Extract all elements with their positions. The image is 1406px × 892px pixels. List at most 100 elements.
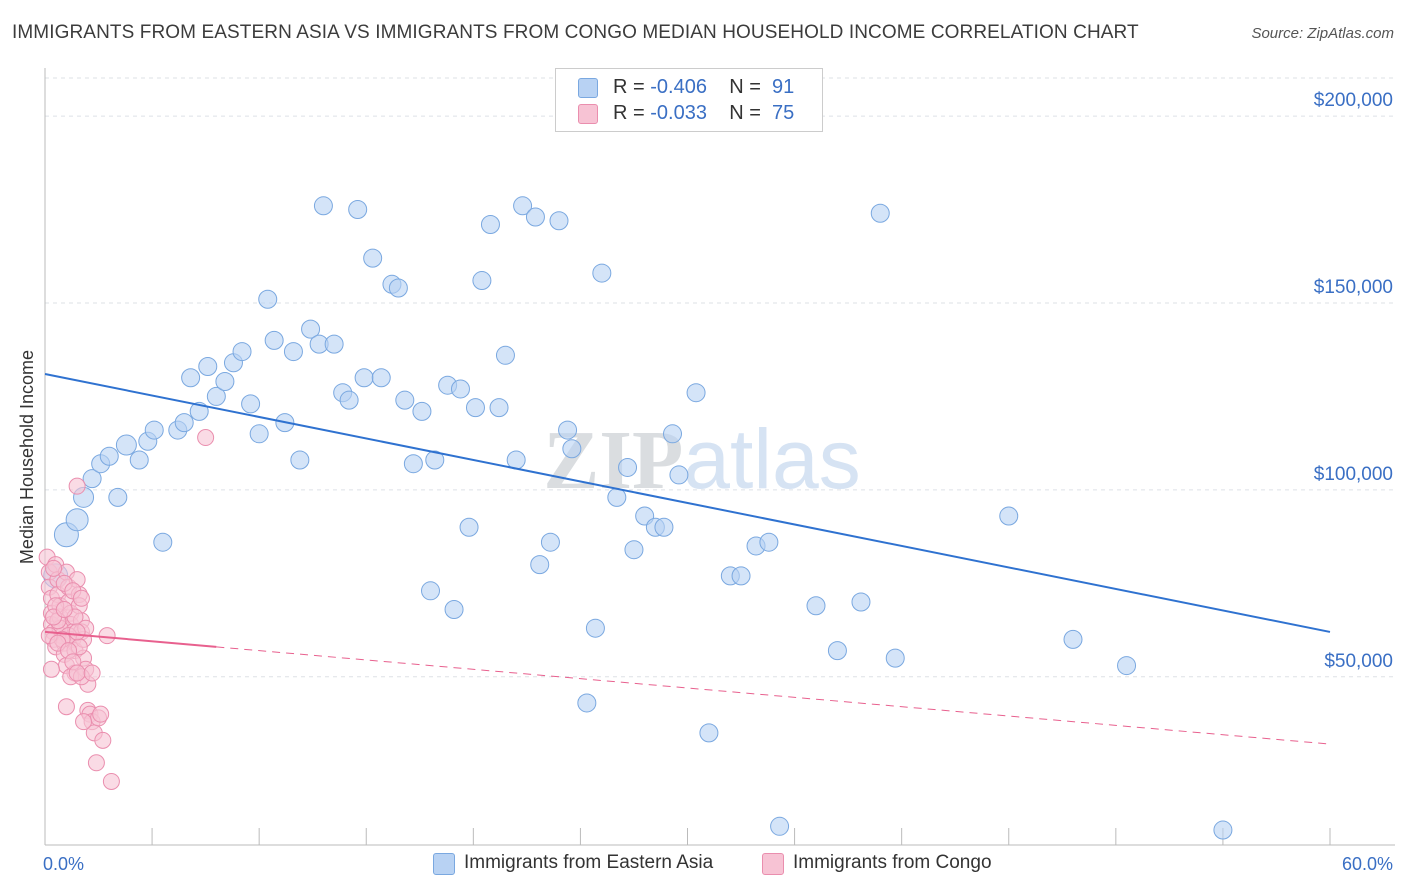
scatter-point xyxy=(301,319,321,339)
scatter-point xyxy=(82,469,102,489)
scatter-point xyxy=(102,772,120,790)
scatter-point xyxy=(654,517,674,537)
scatter-point xyxy=(258,289,278,309)
scatter-point xyxy=(75,713,93,731)
scatter-point xyxy=(759,532,779,552)
scatter-point xyxy=(465,398,485,418)
scatter-point xyxy=(129,450,149,470)
scatter-point xyxy=(525,207,545,227)
source-label: Source: ZipAtlas.com xyxy=(1251,25,1394,42)
scatter-point xyxy=(450,379,470,399)
scatter-point xyxy=(669,465,689,485)
trend-line-solid xyxy=(44,630,217,648)
scatter-point xyxy=(540,532,560,552)
scatter-point xyxy=(68,664,86,682)
legend-n-value: 75 xyxy=(772,102,795,124)
scatter-point xyxy=(885,648,905,668)
scatter-point xyxy=(870,203,890,223)
scatter-point xyxy=(249,424,269,444)
scatter-point xyxy=(181,368,201,388)
scatter-point xyxy=(42,660,60,678)
scatter-point xyxy=(530,555,550,575)
scatter-point xyxy=(232,342,252,362)
scatter-point xyxy=(1117,656,1137,676)
scatter-point xyxy=(444,600,464,619)
bottom-legend-swatch-eastern-asia xyxy=(433,853,455,875)
scatter-point xyxy=(472,271,492,291)
scatter-point xyxy=(403,454,423,474)
x-tick-label-max: 60.0% xyxy=(1342,854,1393,874)
scatter-point xyxy=(98,627,116,645)
trend-line xyxy=(44,373,1331,633)
scatter-point xyxy=(999,506,1019,526)
scatter-point xyxy=(395,390,415,410)
legend-n-label: N = xyxy=(729,102,767,124)
legend-r-label: R = xyxy=(613,102,651,124)
legend-text-congo: R = -0.033 N = 75 xyxy=(613,102,794,125)
scatter-point xyxy=(283,342,303,362)
scatter-point xyxy=(68,477,86,495)
scatter-point xyxy=(770,816,790,836)
scatter-point xyxy=(99,446,119,466)
scatter-point xyxy=(827,641,847,661)
scatter-point xyxy=(624,540,644,560)
scatter-point xyxy=(562,439,582,459)
scatter-point xyxy=(55,601,73,618)
legend-n-label: N = xyxy=(729,76,767,98)
scatter-point xyxy=(686,383,706,403)
scatter-point xyxy=(851,592,871,612)
watermark: ZIPatlas xyxy=(543,412,860,507)
scatter-point xyxy=(45,559,63,577)
bottom-legend-label-congo: Immigrants from Congo xyxy=(793,852,992,873)
watermark-atlas: atlas xyxy=(683,412,860,506)
scatter-point xyxy=(153,532,173,552)
y-tick-labels: $50,000 $100,000 $150,000 $200,000 xyxy=(1314,90,1393,672)
scatter-point xyxy=(1063,629,1083,649)
scatter-point xyxy=(57,698,75,716)
axes xyxy=(44,68,1395,846)
scatter-point xyxy=(513,196,533,216)
y-tick-label: $150,000 xyxy=(1314,277,1393,298)
legend-swatch-congo xyxy=(578,104,598,124)
scatter-point xyxy=(425,450,445,470)
scatter-point xyxy=(549,211,569,231)
scatter-point xyxy=(459,517,479,537)
y-axis-title: Median Household Income xyxy=(17,350,37,564)
scatter-point xyxy=(495,345,515,365)
scatter-point xyxy=(241,394,261,414)
scatter-point xyxy=(371,368,391,388)
scatter-point xyxy=(65,508,89,532)
scatter-point xyxy=(592,263,612,283)
y-tick-label: $200,000 xyxy=(1314,90,1393,111)
trend-line-dashed xyxy=(216,646,1331,745)
scatter-point xyxy=(324,334,344,354)
scatter-point xyxy=(197,429,215,447)
x-tick-label-min: 0.0% xyxy=(43,854,84,874)
legend-n-value: 91 xyxy=(772,76,795,98)
scatter-point xyxy=(174,413,194,433)
scatter-point xyxy=(354,368,374,388)
bottom-legend-label-eastern-asia: Immigrants from Eastern Asia xyxy=(464,852,714,873)
scatter-point xyxy=(264,330,284,350)
scatter-point xyxy=(558,420,578,440)
legend-r-label: R = xyxy=(613,76,651,98)
scatter-point xyxy=(1213,820,1233,840)
scatter-point xyxy=(290,450,310,470)
scatter-point xyxy=(198,357,218,377)
y-tick-label: $100,000 xyxy=(1314,464,1393,485)
grid-lines xyxy=(45,77,1395,678)
scatter-point xyxy=(806,596,826,616)
chart-title: IMMIGRANTS FROM EASTERN ASIA VS IMMIGRAN… xyxy=(12,22,1139,43)
scatter-point xyxy=(506,450,526,470)
scatter-point xyxy=(94,731,112,749)
legend-r-value: -0.406 xyxy=(650,76,707,98)
scatter-point xyxy=(731,566,751,586)
scatter-point xyxy=(92,705,110,723)
legend: R = -0.406 N = 91 R = -0.033 N = 75 xyxy=(555,68,823,132)
scatter-point xyxy=(412,401,432,421)
scatter-point xyxy=(577,693,597,713)
scatter-point xyxy=(108,487,128,507)
scatter-point xyxy=(388,278,408,298)
legend-r-value: -0.033 xyxy=(650,102,707,124)
